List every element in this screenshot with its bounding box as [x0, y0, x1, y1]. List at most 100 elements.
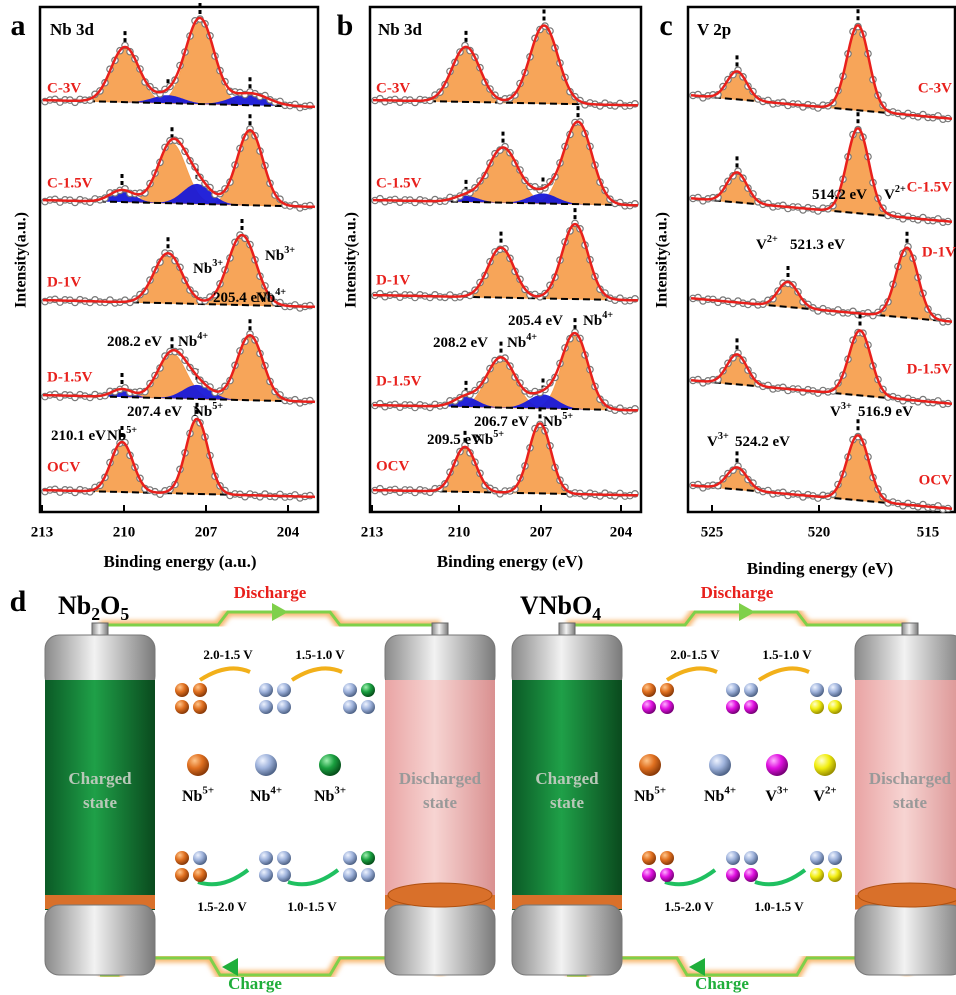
fit-envelope — [43, 128, 316, 209]
rich-text: Nb5+ — [182, 784, 214, 805]
atom — [642, 851, 656, 865]
voltage-label: 2.0-1.5 V — [670, 647, 720, 662]
atom — [660, 868, 674, 882]
battery-body — [512, 680, 622, 910]
rich-text: V2+ — [813, 784, 836, 805]
charge-label: Charge — [228, 974, 282, 993]
sup: 3+ — [284, 245, 295, 256]
sup: 4+ — [275, 287, 286, 298]
sup: 3+ — [718, 431, 729, 442]
atom — [193, 683, 207, 697]
sub: 5 — [120, 604, 129, 624]
atom — [709, 754, 731, 776]
atom — [361, 851, 375, 865]
text-part: 514.2 eV — [812, 187, 867, 203]
discharge-label: Discharge — [701, 583, 774, 602]
x-tick-label: 213 — [31, 524, 54, 540]
text-part: Nb — [543, 414, 562, 430]
atom — [744, 700, 758, 714]
step-arrow — [665, 666, 718, 682]
text-part: Nb — [58, 591, 91, 620]
rich-text: V2+ — [756, 234, 778, 253]
atom — [660, 700, 674, 714]
text-part: V — [884, 187, 895, 203]
text-part: Nb — [314, 788, 335, 805]
rich-text: 205.4 eV — [508, 313, 563, 329]
atom — [726, 851, 740, 865]
sup: 2+ — [825, 784, 837, 796]
atom — [726, 683, 740, 697]
minor-peak — [494, 394, 592, 410]
sup: 4+ — [197, 331, 208, 342]
voltage-label: 2.0-1.5 V — [203, 647, 253, 662]
fit-envelope — [43, 333, 316, 404]
sup: 2+ — [895, 184, 906, 195]
rich-text: Nb5+ — [107, 425, 137, 444]
x-tick-label: 207 — [195, 524, 218, 540]
battery-bottom — [511, 904, 623, 976]
fit-peak — [528, 121, 628, 206]
text-part: 206.7 eV — [474, 414, 529, 430]
atom — [259, 683, 273, 697]
x-tick-label: 213 — [361, 524, 384, 540]
x-tick-label: 525 — [701, 524, 724, 540]
atom — [277, 700, 291, 714]
rich-text: 208.2 eV — [433, 335, 488, 351]
rich-text: Nb4+ — [250, 784, 282, 805]
atom — [361, 700, 375, 714]
text-part: Nb — [193, 261, 212, 277]
rich-text: Nb2O5 — [58, 591, 129, 624]
fit-envelope — [690, 126, 953, 224]
sup: 3+ — [212, 258, 223, 269]
wire-glow — [567, 607, 907, 630]
wire-glow — [100, 607, 440, 630]
atom — [642, 700, 656, 714]
atom — [175, 868, 189, 882]
rich-text: 206.7 eV — [474, 414, 529, 430]
voltage-label: 1.0-1.5 V — [287, 899, 337, 914]
spectrum-label: OCV — [47, 459, 81, 475]
x-axis-label: Binding energy (a.u.) — [103, 552, 256, 571]
battery-label: Discharged — [399, 769, 482, 788]
atom — [744, 683, 758, 697]
text-part: 524.2 eV — [735, 434, 790, 450]
rich-text: V3+ — [707, 431, 729, 450]
fit-peak — [455, 247, 547, 300]
fit-envelope — [43, 16, 316, 109]
rich-text: 514.2 eV — [812, 187, 867, 203]
rich-text: Nb3+ — [193, 258, 223, 277]
atom — [766, 754, 788, 776]
voltage-label: 1.0-1.5 V — [754, 899, 804, 914]
atom — [810, 700, 824, 714]
step-arrow — [198, 666, 251, 682]
text-part: Nb — [256, 290, 275, 306]
fit-peak — [529, 223, 621, 301]
fit-envelope — [373, 422, 639, 497]
voltage-label: 1.5-2.0 V — [664, 899, 714, 914]
text-part: VNbO — [520, 591, 592, 620]
voltage-label: 1.5-2.0 V — [197, 899, 247, 914]
text-part: Nb — [704, 788, 725, 805]
sup: 3+ — [841, 401, 852, 412]
sup: 5+ — [654, 784, 666, 796]
fit-envelope — [690, 329, 953, 406]
panel-frame — [686, 5, 956, 514]
atom — [343, 700, 357, 714]
arrow-head — [689, 958, 705, 976]
spectrum-label: C-1.5V — [47, 175, 93, 191]
battery-bottom — [44, 904, 156, 976]
sup: 4+ — [270, 784, 282, 796]
y-axis-label: Intensity(a.u.) — [13, 212, 30, 308]
minor-peak — [148, 384, 246, 401]
atom — [810, 683, 824, 697]
battery-label: state — [83, 793, 117, 812]
panel-label: d — [10, 585, 27, 618]
rich-text: V3+ — [765, 784, 788, 805]
battery-body — [45, 680, 155, 910]
atom — [175, 683, 189, 697]
atom — [277, 851, 291, 865]
rich-text: Nb4+ — [507, 332, 537, 351]
minor-peak — [148, 183, 246, 206]
minor-peak — [115, 95, 221, 105]
